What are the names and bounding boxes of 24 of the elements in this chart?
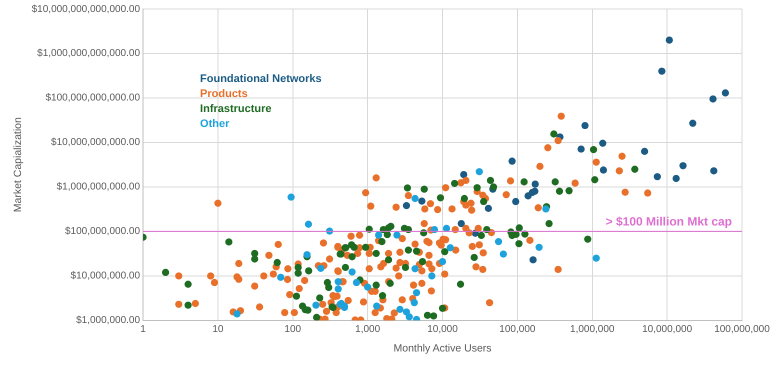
y-tick-label: $1,000,000.00 — [76, 315, 140, 326]
y-tick-label: $100,000,000.00 — [64, 226, 140, 238]
text: Foundational Networks — [200, 73, 322, 86]
x-tick-label: 1 — [140, 324, 146, 336]
x-tick-label: 100,000 — [499, 324, 536, 336]
y-tick-label: $100,000,000,000.00 — [45, 92, 140, 104]
y-tick-label: $10,000,000,000,000.00 — [32, 4, 140, 15]
x-tick-label: 1,000,000 — [570, 324, 615, 336]
y-tick-label: $10,000,000.00 — [70, 270, 140, 282]
y-tick-label: $10,000,000,000.00 — [51, 137, 140, 148]
text: Infrastructure — [200, 103, 272, 116]
x-tick-label: 100 — [284, 324, 302, 336]
y-tick-label: $1,000,000,000,000.00 — [37, 48, 140, 60]
text: Other — [200, 118, 230, 130]
y-axis-title: Market Capialization — [12, 116, 24, 212]
x-tick-label: 10,000,000 — [642, 324, 693, 336]
x-tick-label: 10 — [212, 324, 224, 336]
ref-line-label: > $100 Million Mkt cap — [606, 214, 732, 229]
x-tick-label: 10,000 — [427, 324, 458, 336]
x-axis-title: Monthly Active Users — [393, 342, 492, 355]
x-tick-label: 100,000,000 — [714, 324, 770, 336]
x-tick-label: 1,000 — [355, 324, 381, 336]
y-tick-label: $1,000,000,000.00 — [56, 182, 140, 193]
text: Products — [200, 88, 248, 100]
